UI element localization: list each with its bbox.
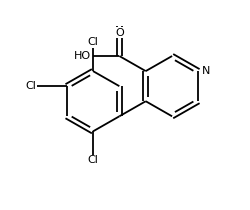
Text: Cl: Cl — [26, 81, 36, 91]
Text: O: O — [115, 28, 124, 38]
Text: Cl: Cl — [88, 37, 99, 47]
Text: N: N — [202, 66, 210, 76]
Text: HO: HO — [74, 51, 91, 61]
Text: Cl: Cl — [88, 155, 99, 165]
